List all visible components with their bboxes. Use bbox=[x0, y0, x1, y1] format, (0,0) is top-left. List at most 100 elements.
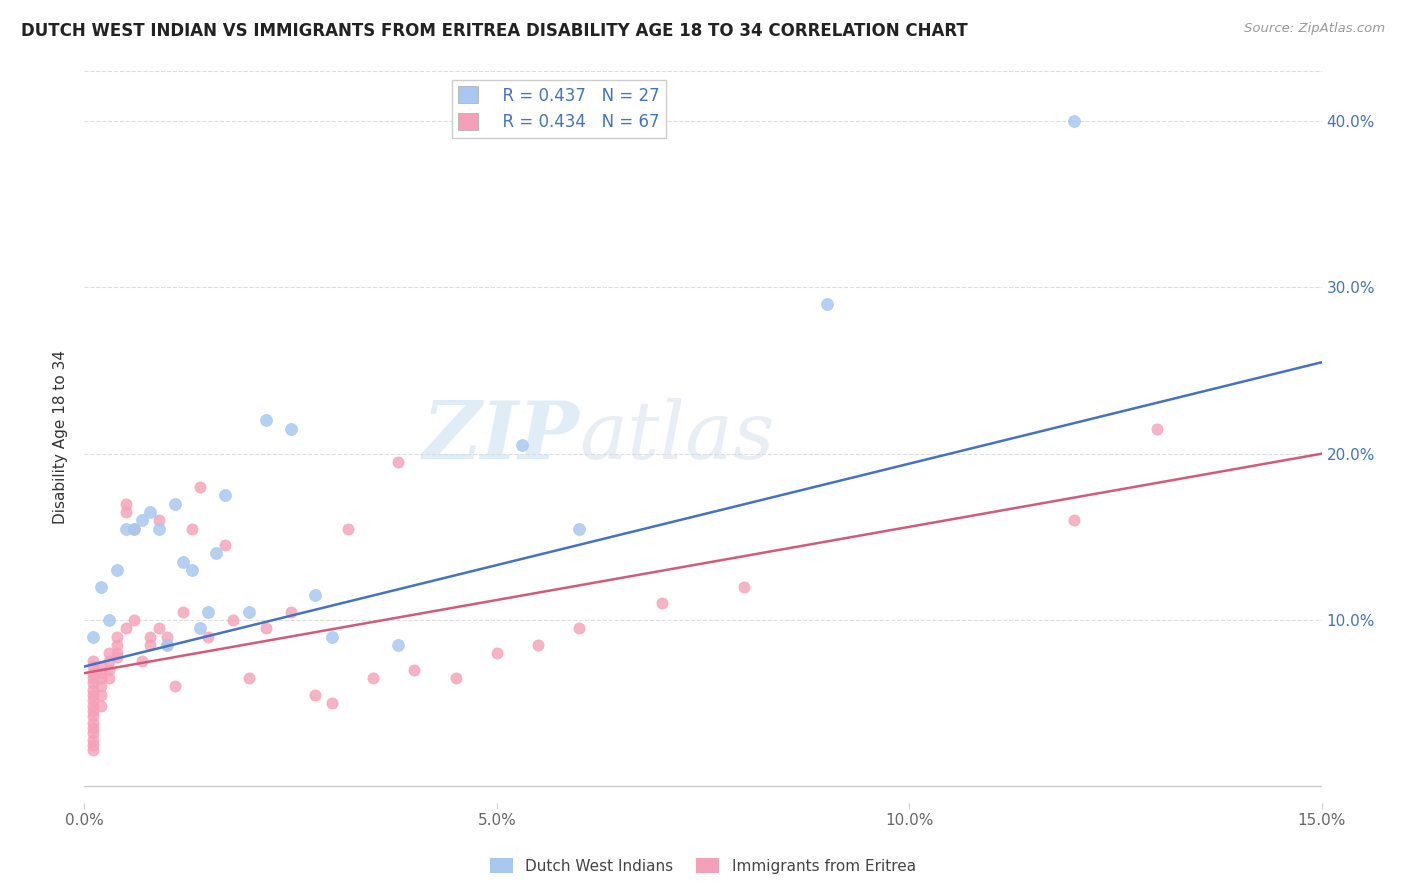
Point bbox=[82, 732, 104, 747]
Point bbox=[98, 646, 121, 660]
Point bbox=[815, 297, 838, 311]
Point bbox=[568, 621, 591, 635]
Point bbox=[280, 605, 302, 619]
Point bbox=[214, 488, 236, 502]
Point bbox=[387, 638, 409, 652]
Point bbox=[114, 521, 136, 535]
Point bbox=[337, 521, 360, 535]
Point bbox=[90, 688, 112, 702]
Point bbox=[114, 497, 136, 511]
Point bbox=[188, 480, 211, 494]
Point bbox=[568, 521, 591, 535]
Point bbox=[148, 621, 170, 635]
Point bbox=[90, 699, 112, 714]
Point bbox=[122, 521, 145, 535]
Point bbox=[82, 699, 104, 714]
Point bbox=[90, 580, 112, 594]
Point bbox=[733, 580, 755, 594]
Point bbox=[82, 682, 104, 697]
Point bbox=[321, 696, 343, 710]
Point bbox=[82, 655, 104, 669]
Point bbox=[131, 513, 153, 527]
Point bbox=[148, 521, 170, 535]
Point bbox=[156, 638, 179, 652]
Point bbox=[238, 605, 260, 619]
Point bbox=[527, 638, 550, 652]
Point bbox=[82, 659, 104, 673]
Point bbox=[122, 521, 145, 535]
Point bbox=[304, 588, 326, 602]
Point bbox=[321, 630, 343, 644]
Point bbox=[82, 721, 104, 735]
Point bbox=[197, 630, 219, 644]
Point bbox=[131, 655, 153, 669]
Point bbox=[82, 688, 104, 702]
Text: DUTCH WEST INDIAN VS IMMIGRANTS FROM ERITREA DISABILITY AGE 18 TO 34 CORRELATION: DUTCH WEST INDIAN VS IMMIGRANTS FROM ERI… bbox=[21, 22, 967, 40]
Point bbox=[82, 676, 104, 690]
Point bbox=[82, 705, 104, 719]
Legend:   R = 0.437   N = 27,   R = 0.434   N = 67: R = 0.437 N = 27, R = 0.434 N = 67 bbox=[451, 79, 666, 137]
Point bbox=[172, 555, 194, 569]
Point bbox=[105, 630, 128, 644]
Point bbox=[82, 738, 104, 752]
Point bbox=[304, 688, 326, 702]
Point bbox=[1146, 422, 1168, 436]
Point bbox=[444, 671, 467, 685]
Point bbox=[156, 638, 179, 652]
Point bbox=[510, 438, 533, 452]
Y-axis label: Disability Age 18 to 34: Disability Age 18 to 34 bbox=[53, 350, 69, 524]
Point bbox=[82, 726, 104, 740]
Point bbox=[254, 413, 277, 427]
Point bbox=[82, 671, 104, 685]
Point bbox=[172, 605, 194, 619]
Point bbox=[148, 513, 170, 527]
Text: Source: ZipAtlas.com: Source: ZipAtlas.com bbox=[1244, 22, 1385, 36]
Point bbox=[651, 596, 673, 610]
Point bbox=[485, 646, 508, 660]
Point bbox=[105, 563, 128, 577]
Point bbox=[238, 671, 260, 685]
Point bbox=[1063, 513, 1085, 527]
Point bbox=[197, 605, 219, 619]
Point bbox=[82, 742, 104, 756]
Point bbox=[156, 630, 179, 644]
Point bbox=[165, 680, 187, 694]
Point bbox=[98, 663, 121, 677]
Point bbox=[90, 659, 112, 673]
Point bbox=[105, 649, 128, 664]
Point bbox=[205, 546, 228, 560]
Point bbox=[82, 692, 104, 706]
Point bbox=[180, 521, 202, 535]
Point bbox=[139, 630, 162, 644]
Point bbox=[139, 505, 162, 519]
Text: ZIP: ZIP bbox=[422, 399, 579, 475]
Point bbox=[105, 646, 128, 660]
Point bbox=[114, 621, 136, 635]
Point bbox=[90, 671, 112, 685]
Point bbox=[98, 655, 121, 669]
Point bbox=[82, 709, 104, 723]
Point bbox=[90, 680, 112, 694]
Point bbox=[98, 671, 121, 685]
Legend: Dutch West Indians, Immigrants from Eritrea: Dutch West Indians, Immigrants from Erit… bbox=[484, 852, 922, 880]
Point bbox=[214, 538, 236, 552]
Point bbox=[98, 613, 121, 627]
Point bbox=[82, 666, 104, 681]
Point bbox=[105, 638, 128, 652]
Point bbox=[139, 638, 162, 652]
Text: atlas: atlas bbox=[579, 399, 775, 475]
Point bbox=[122, 613, 145, 627]
Point bbox=[254, 621, 277, 635]
Point bbox=[165, 497, 187, 511]
Point bbox=[404, 663, 426, 677]
Point bbox=[1063, 114, 1085, 128]
Point bbox=[180, 563, 202, 577]
Point bbox=[387, 455, 409, 469]
Point bbox=[82, 716, 104, 731]
Point bbox=[90, 666, 112, 681]
Point bbox=[188, 621, 211, 635]
Point bbox=[280, 422, 302, 436]
Point bbox=[82, 630, 104, 644]
Point bbox=[222, 613, 245, 627]
Point bbox=[114, 505, 136, 519]
